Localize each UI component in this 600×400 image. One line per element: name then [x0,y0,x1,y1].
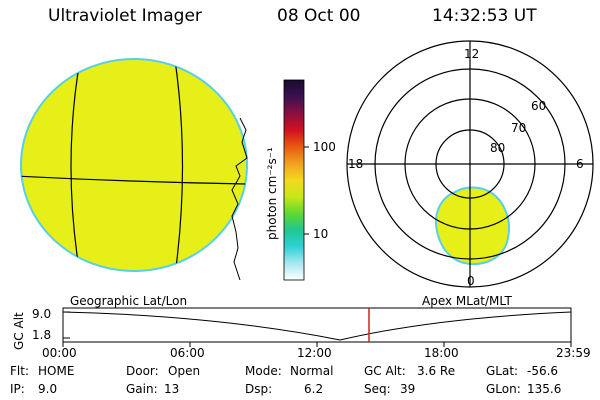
timeline-plot [62,307,572,347]
info-dsp-key: Dsp: [245,382,273,396]
info-dsp-value: 6.2 [304,382,324,396]
info-gain-value: 13 [164,382,180,396]
colorbar-label-10: 10 [313,227,329,241]
mlt-label-right: 6 [576,157,584,171]
timeline-xtick-1200: 12:00 [297,346,332,360]
info-gcalt-key: GC Alt: [364,364,406,378]
mlat-label-60: 60 [531,99,546,113]
coastline-outline [231,117,248,281]
timeline-ytick-top: 9.0 [32,307,52,321]
info-door-value: Open [168,364,201,378]
colorbar-unit-label: photon cm⁻²s⁻¹ [265,147,279,240]
info-glat-value: -56.6 [527,364,559,378]
color-bar [283,79,309,281]
mlat-label-70: 70 [511,121,526,135]
info-door-key: Door: [126,364,159,378]
color-bar-gradient [283,79,305,281]
info-mode-key: Mode: [245,364,282,378]
info-seq-key: Seq: [364,382,391,396]
timeline-frame [62,307,572,343]
geographic-globe-panel [20,58,248,281]
info-flt-key: Flt: [10,364,29,378]
mlt-label-left: 18 [348,157,363,171]
info-mode-value: Normal [290,364,334,378]
info-gcalt-value: 3.6 Re [417,364,456,378]
timeline-ytick-bottom: 1.8 [32,328,52,342]
colorbar-label-100: 100 [313,140,336,154]
timeline-xtick-0600: 06:00 [170,346,205,360]
timeline-xtick-0000: 00:00 [42,346,77,360]
info-ip-key: IP: [10,382,25,396]
auroral-oval-emission [435,186,510,266]
info-seq-value: 39 [400,382,416,396]
globe-grid-lines [21,59,247,271]
polar-plot-panel: 12 18 6 0 60 70 80 [346,40,594,288]
info-flt-value: HOME [38,364,75,378]
info-ip-value: 9.0 [38,382,58,396]
mlt-label-top: 12 [464,47,479,61]
geographic-panel-label: Geographic Lat/Lon [70,294,188,308]
timeline-xtick-1800: 18:00 [424,346,459,360]
info-glat-key: GLat: [486,364,519,378]
timeline-xtick-2359: 23:59 [556,346,591,360]
instrument-title: Ultraviolet Imager [48,6,202,26]
altitude-curve [62,311,572,341]
time-label: 14:32:53 UT [432,6,537,26]
mlt-label-bottom: 0 [467,274,475,288]
info-glon-value: 135.6 [527,382,562,396]
info-glon-key: GLon: [486,382,521,396]
globe-emission-disk [20,58,248,272]
date-label: 08 Oct 00 [277,6,361,26]
info-gain-key: Gain: [126,382,158,396]
mlat-label-80: 80 [490,141,505,155]
polar-panel-label: Apex MLat/MLT [422,294,512,308]
